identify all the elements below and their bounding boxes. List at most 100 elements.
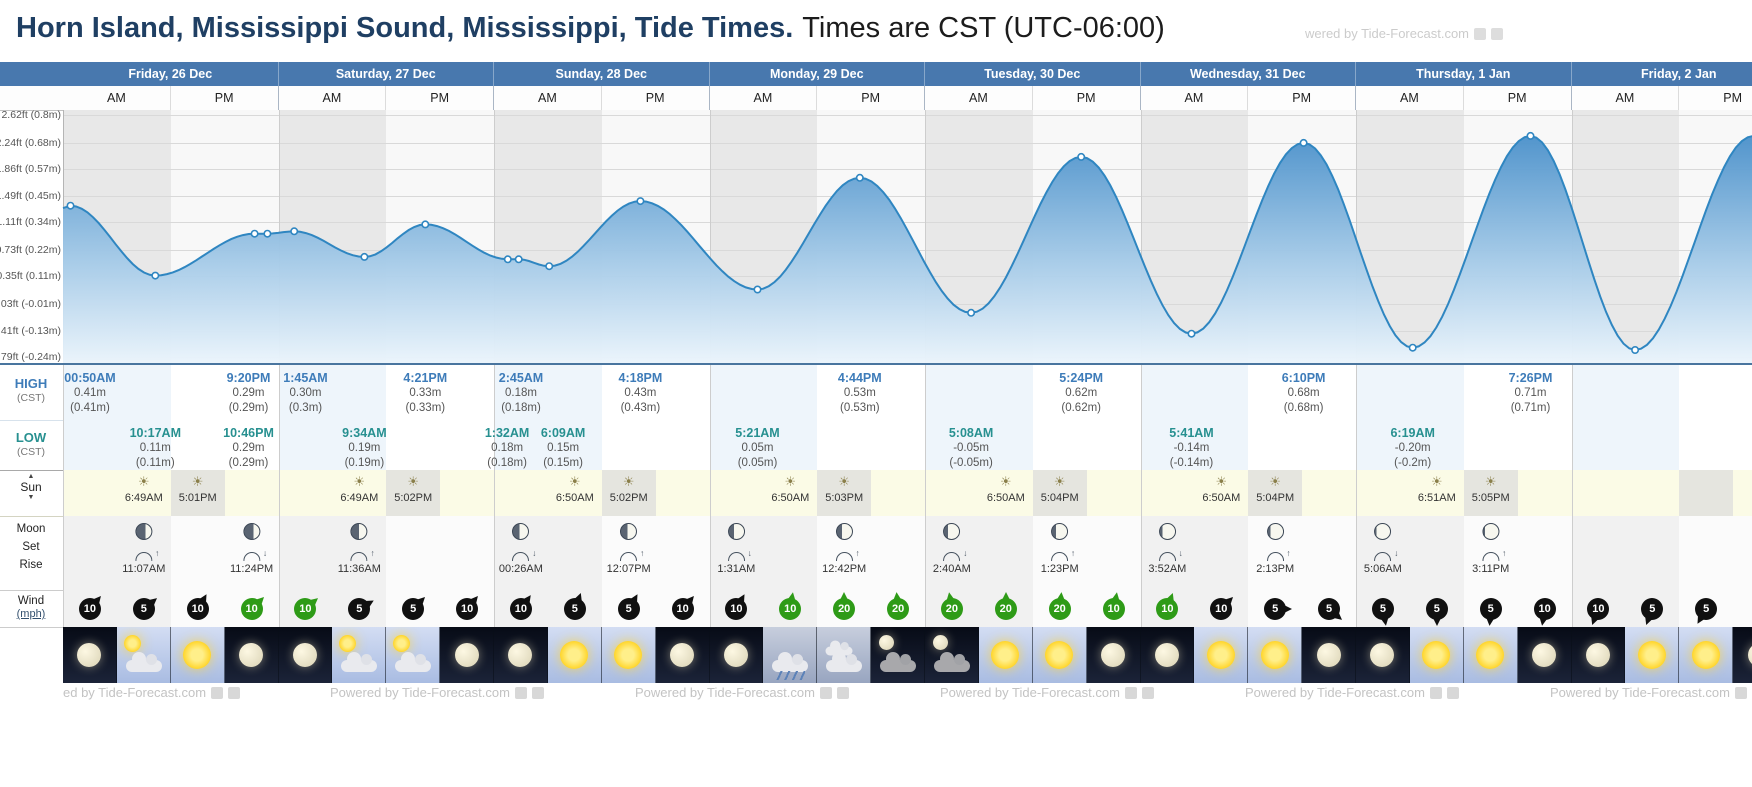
y-axis-label: 1.49ft (0.45m) <box>0 190 61 203</box>
day-separator <box>494 110 495 365</box>
day-separator <box>709 365 711 420</box>
tide-height-paren: (0.18m) <box>487 457 527 470</box>
sunrise-arrow-icon: ▲ <box>27 473 35 480</box>
y-axis-label: 1.11ft (0.34m) <box>0 216 61 228</box>
sunset-entry: ☀ 5:02PM <box>394 474 432 505</box>
moon-rise-entry: ↑ 11:36AM <box>338 523 381 575</box>
watermark[interactable]: ed by Tide-Forecast.com <box>63 685 241 700</box>
moon-phase-icon <box>1266 523 1284 540</box>
weather-tile <box>1248 627 1303 683</box>
ampm-cell: AM <box>279 86 387 110</box>
sun-weather-icon <box>393 635 411 652</box>
day-separator <box>494 470 495 516</box>
wind-badge: 10 <box>456 593 482 620</box>
sunset-entry-time: 5:02PM <box>394 492 433 504</box>
watermark-badge-icon <box>836 687 849 699</box>
moon-set-arrow-icon: ↓ <box>532 548 537 558</box>
moon-rise-arc-icon: ↑ <box>835 548 860 561</box>
tide-extreme-marker <box>1187 329 1196 338</box>
ampm-cell: PM <box>1679 86 1752 110</box>
halfday-band <box>494 516 602 590</box>
wind-unit-link[interactable]: (mph) <box>16 608 46 620</box>
weather-tile <box>1140 627 1195 683</box>
weather-strip <box>63 627 1752 683</box>
sunset-entry-time: 5:04PM <box>1256 492 1295 504</box>
sunset-shade-block <box>386 470 441 516</box>
moon-set-entry: ↓ 11:24PM <box>230 523 273 575</box>
moon-rise-entry: ↑ 1:23PM <box>1041 523 1079 575</box>
sunset-shade-block <box>601 470 656 516</box>
ampm-cell: AM <box>925 86 1033 110</box>
sun-icon: ☀ <box>568 474 581 489</box>
weather-tile <box>547 627 602 683</box>
day-separator <box>278 470 280 516</box>
tide-time: 9:34AM <box>342 426 387 440</box>
moon-time: 11:07AM <box>122 563 166 575</box>
grid-line <box>63 115 1752 116</box>
tide-height: 0.53m <box>843 387 876 400</box>
moon-set-arc-icon: ↓ <box>512 548 536 561</box>
y-axis-label: 1.86ft (0.57m) <box>0 162 61 175</box>
watermark[interactable]: Powered by Tide-Forecast.com <box>635 685 849 700</box>
watermark[interactable]: Powered by Tide-Forecast.com <box>330 685 544 700</box>
wind-badge: 5 <box>132 595 160 620</box>
tide-time: 00:50AM <box>64 371 116 385</box>
moon-time: 12:42PM <box>822 563 867 575</box>
cloud-icon <box>934 652 970 672</box>
wind-speed: 10 <box>676 603 689 615</box>
moon-set-arrow-icon: ↓ <box>1178 548 1183 558</box>
tide-height-paren: (0.29m) <box>228 402 269 415</box>
tide-height-paren: (0.11m) <box>135 457 175 470</box>
sun-weather-icon <box>1637 641 1666 669</box>
moon-time: 1:31AM <box>717 563 756 575</box>
wind-badge: 10 <box>509 592 534 620</box>
wind-speed: 5 <box>1649 603 1656 615</box>
sun-icon: ☀ <box>622 474 635 489</box>
high-tide-entry: 2:45AM 0.18m (0.18m) <box>499 370 543 416</box>
sunrise-entry: ☀ 6:51AM <box>1418 474 1456 505</box>
sun-label: Sun <box>20 480 42 494</box>
grid-line <box>63 196 1752 198</box>
y-axis-label: 2.24ft (0.68m) <box>0 136 61 149</box>
sunset-entry-time: 5:04PM <box>1040 492 1079 504</box>
wind-badge: 5 <box>348 597 377 620</box>
halfday-band <box>925 365 1033 420</box>
day-separator <box>278 420 280 470</box>
tide-extreme-marker <box>855 173 864 182</box>
watermark-badge-icon <box>1141 687 1154 699</box>
wind-speed: 5 <box>356 603 363 615</box>
moon-weather-icon <box>239 643 264 667</box>
day-label: Saturday, 27 Dec <box>279 62 494 86</box>
high-tide-entry: 6:10PM 0.68m (0.68m) <box>1282 370 1326 416</box>
grid-line <box>63 222 1752 223</box>
halfday-band <box>170 365 279 420</box>
moon-rise-arc-icon: ↑ <box>1482 548 1506 561</box>
cloud-icon <box>880 652 917 672</box>
title-bar: Horn Island, Mississippi Sound, Mississi… <box>0 0 1752 62</box>
tide-height: 0.33m <box>409 387 442 400</box>
day-label: Monday, 29 Dec <box>710 62 925 86</box>
sun-weather-icon <box>1422 641 1451 669</box>
moon-set-arrow-icon: ↓ <box>1394 548 1399 558</box>
moon-time: 3:52AM <box>1148 563 1187 575</box>
watermark[interactable]: Powered by Tide-Forecast.com <box>1245 685 1459 700</box>
moon-rise-arrow-icon: ↑ <box>855 548 860 558</box>
weather-tile <box>601 627 656 683</box>
watermark[interactable]: Powered by Tide-Forecast.com <box>1550 685 1752 700</box>
moon-rise-entry: ↑ 12:42PM <box>822 523 866 575</box>
tide-height-paren: (0.29m) <box>228 457 269 470</box>
sunset-arrow-icon: ▼ <box>27 494 35 501</box>
moon-set-arc-icon: ↓ <box>1158 548 1183 561</box>
halfday-band <box>1032 365 1141 420</box>
moon-phase-icon <box>135 523 153 540</box>
day-separator <box>278 590 280 627</box>
watermark[interactable]: Powered by Tide-Forecast.com <box>940 685 1154 700</box>
day-separator <box>1140 516 1142 590</box>
sun-weather-icon <box>1476 641 1505 669</box>
halfday-band <box>386 365 494 420</box>
weather-tile <box>1086 627 1141 683</box>
wind-speed: 20 <box>999 603 1012 615</box>
low-tide-row: 10:17AM 0.11m (0.11m) 10:46PM 0.29m (0.29m) 9:… <box>0 420 1752 471</box>
watermark-top[interactable]: wered by Tide-Forecast.com <box>1305 26 1504 41</box>
moon-weather-icon <box>670 643 695 667</box>
